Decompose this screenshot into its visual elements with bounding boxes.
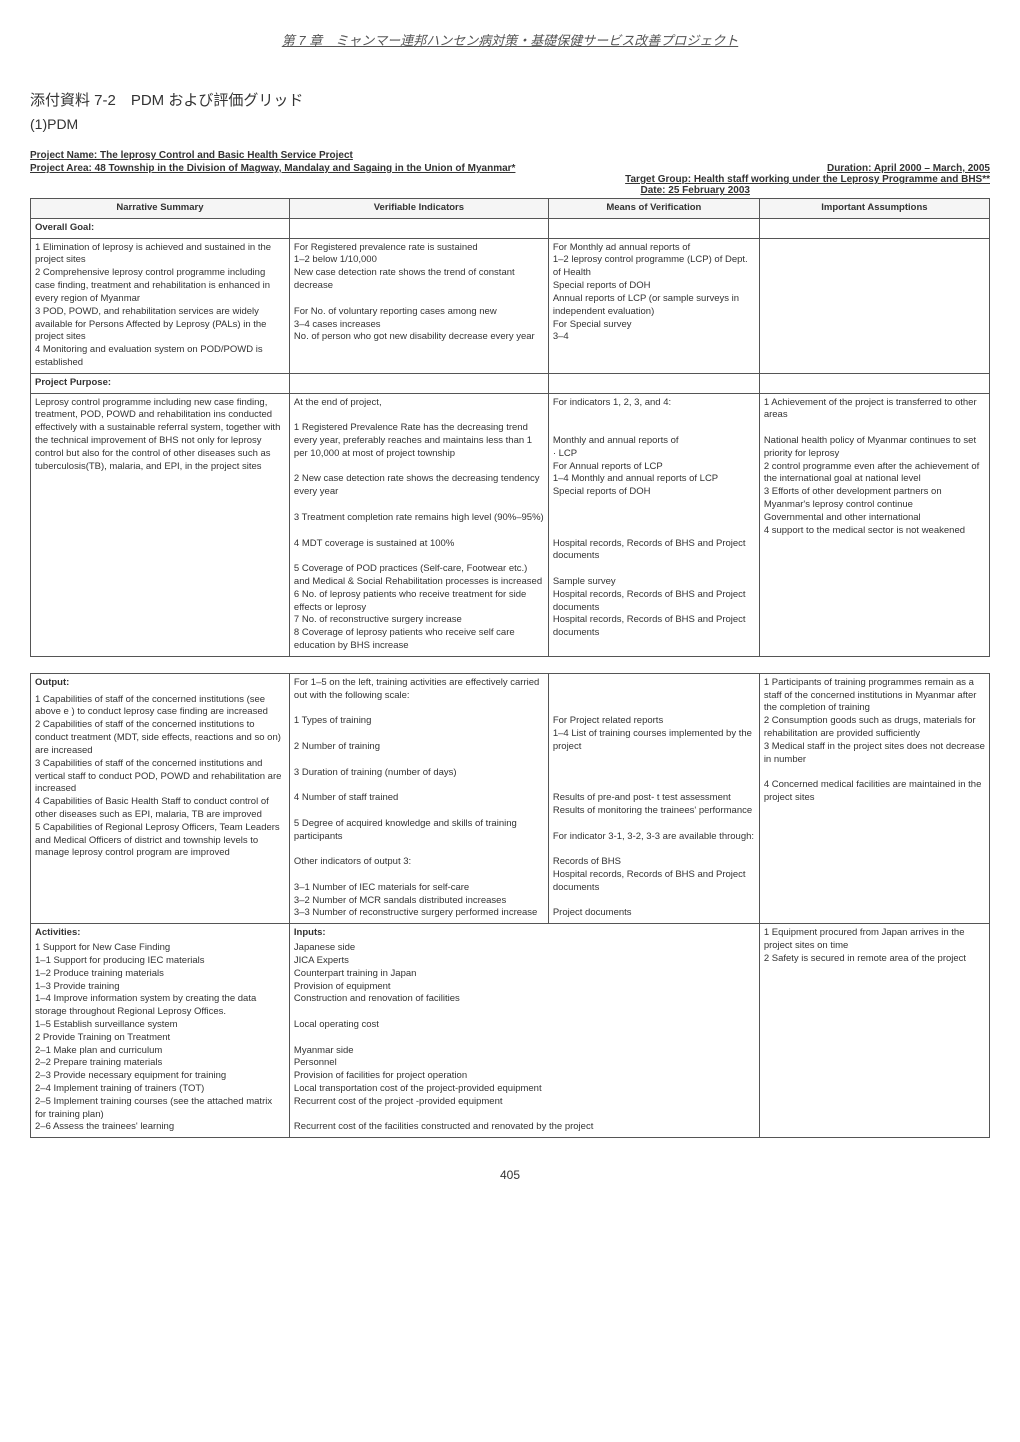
subsection-label: (1)PDM: [30, 116, 990, 132]
output-narrative: 1 Capabilities of staff of the concerned…: [35, 694, 285, 861]
project-name: Project Name: The leprosy Control and Ba…: [30, 150, 990, 161]
output-label: Output:: [35, 677, 69, 688]
section-title: 添付資料 7-2 PDM および評価グリッド: [30, 89, 990, 110]
activities-cell: Activities: 1 Support for New Case Findi…: [31, 924, 290, 1138]
overall-goal-label: Overall Goal:: [31, 218, 290, 238]
header-narrative: Narrative Summary: [31, 199, 290, 219]
meta-row-1: Project Area: 48 Township in the Divisio…: [30, 163, 990, 174]
output-assumptions: 1 Participants of training programmes re…: [759, 673, 989, 923]
page-number: 405: [30, 1168, 990, 1182]
output-cell: Output: 1 Capabilities of staff of the c…: [31, 673, 290, 923]
project-purpose-label: Project Purpose:: [31, 373, 290, 393]
output-indicators: For 1–5 on the left, training activities…: [289, 673, 548, 923]
output-verification: For Project related reports 1–4 List of …: [548, 673, 759, 923]
header-assumptions: Important Assumptions: [759, 199, 989, 219]
activities-narrative: 1 Support for New Case Finding 1–1 Suppo…: [35, 942, 285, 1134]
activities-assumptions: 1 Equipment procured from Japan arrives …: [759, 924, 989, 1138]
project-purpose-indicators: At the end of project, 1 Registered Prev…: [289, 393, 548, 656]
project-purpose-verification: For indicators 1, 2, 3, and 4: Monthly a…: [548, 393, 759, 656]
inputs-cell: Inputs: Japanese side JICA Experts Count…: [289, 924, 759, 1138]
meta-row-3: Date: 25 February 2003: [30, 185, 750, 196]
overall-goal-verification: For Monthly ad annual reports of 1–2 lep…: [548, 238, 759, 373]
overall-goal-indicators: For Registered prevalence rate is sustai…: [289, 238, 548, 373]
target-group: Target Group: Health staff working under…: [625, 174, 990, 185]
header-verification: Means of Verification: [548, 199, 759, 219]
date: Date: 25 February 2003: [640, 185, 750, 196]
overall-goal-assumptions: [759, 238, 989, 373]
inputs-content: Japanese side JICA Experts Counterpart t…: [294, 942, 755, 1134]
pdm-table-2: Output: 1 Capabilities of staff of the c…: [30, 673, 990, 1138]
header-indicators: Verifiable Indicators: [289, 199, 548, 219]
pdm-table-1: Narrative Summary Verifiable Indicators …: [30, 198, 990, 657]
project-purpose-assumptions: 1 Achievement of the project is transfer…: [759, 393, 989, 656]
chapter-title: 第 7 章 ミャンマー連邦ハンセン病対策・基礎保健サービス改善プロジェクト: [30, 30, 990, 49]
duration: Duration: April 2000 – March, 2005: [827, 163, 990, 174]
activities-label: Activities:: [35, 927, 80, 938]
overall-goal-narrative: 1 Elimination of leprosy is achieved and…: [31, 238, 290, 373]
inputs-label: Inputs:: [294, 927, 326, 938]
meta-row-2: Target Group: Health staff working under…: [30, 174, 990, 185]
project-purpose-narrative: Leprosy control programme including new …: [31, 393, 290, 656]
project-area: Project Area: 48 Township in the Divisio…: [30, 163, 515, 174]
